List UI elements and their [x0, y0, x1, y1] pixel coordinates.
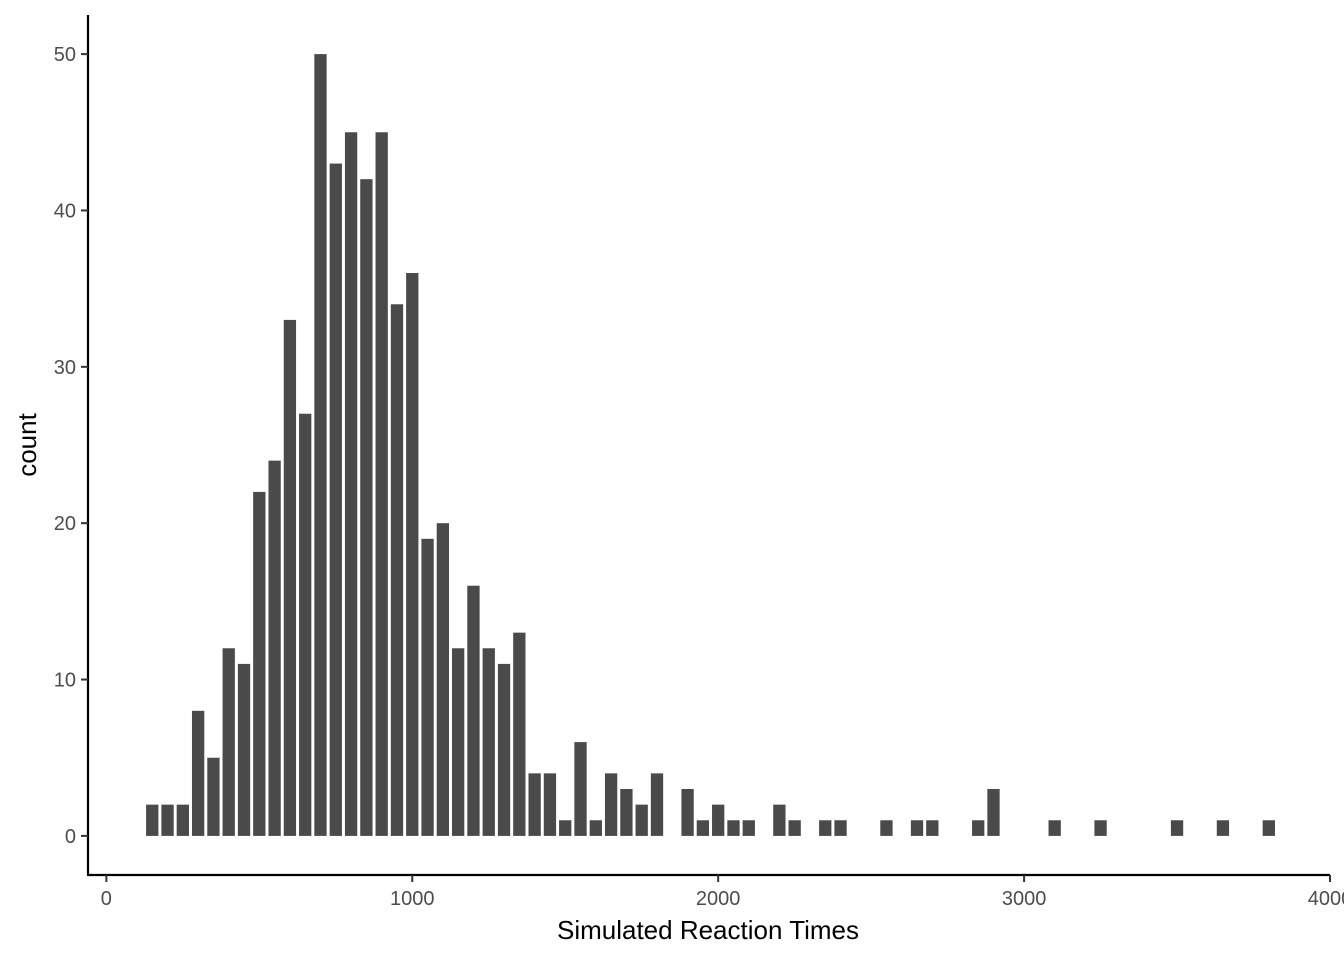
histogram-bar [299, 413, 312, 836]
histogram-bar [712, 804, 725, 836]
x-tick-label: 1000 [390, 888, 435, 910]
y-axis-ticks: 0 10 20 30 40 50 [54, 44, 88, 848]
histogram-bar [390, 304, 404, 836]
histogram-bar [237, 663, 251, 836]
histogram-bar [589, 820, 602, 836]
histogram-bar [574, 742, 587, 836]
histogram-bar [987, 789, 1000, 836]
y-tick-label: 0 [65, 826, 76, 848]
histogram-bar [742, 820, 755, 836]
histogram-bar [696, 820, 710, 836]
histogram-bar [727, 820, 740, 836]
histogram-bar [360, 179, 373, 836]
histogram-bar [421, 538, 434, 836]
x-tick-label: 0 [101, 888, 112, 910]
x-axis-title: Simulated Reaction Times [557, 915, 859, 945]
histogram-bar [1216, 820, 1230, 836]
histogram-bar [604, 773, 618, 836]
histogram-bar [650, 773, 664, 836]
y-axis-title: count [12, 412, 42, 476]
histogram-bar [329, 163, 342, 836]
y-tick-label: 30 [54, 357, 76, 379]
histogram-bar [482, 648, 495, 836]
y-tick-label: 50 [54, 44, 76, 66]
histogram-bar [176, 804, 189, 836]
histogram-bar [528, 773, 541, 836]
y-tick-label: 10 [54, 670, 76, 692]
histogram-bar [620, 789, 633, 836]
histogram-bar [222, 648, 235, 836]
histogram-bar [513, 632, 526, 836]
histogram-bar [283, 319, 297, 836]
histogram-bar [972, 820, 985, 836]
histogram-bar [880, 820, 893, 836]
histogram-bar [161, 804, 174, 836]
histogram-bar [559, 820, 572, 836]
histogram-bar [773, 804, 786, 836]
histogram-bars [146, 54, 1275, 836]
histogram-bar [344, 132, 358, 836]
histogram-bar [467, 585, 480, 836]
histogram-bar [543, 773, 557, 836]
histogram-bar [819, 820, 832, 836]
histogram-bar [207, 757, 220, 836]
histogram-bar [635, 804, 648, 836]
x-tick-label: 4000 [1308, 888, 1344, 910]
histogram-bar [497, 663, 511, 836]
histogram-bar [1094, 820, 1107, 836]
x-axis-ticks: 0 1000 2000 3000 4000 [101, 875, 1344, 910]
histogram-bar [788, 820, 801, 836]
histogram-bar [926, 820, 939, 836]
x-tick-label: 2000 [696, 888, 741, 910]
histogram-bar [191, 710, 205, 836]
histogram-bar [452, 648, 465, 836]
histogram-bar [910, 820, 924, 836]
histogram-bar [681, 789, 694, 836]
histogram-bar [1048, 820, 1061, 836]
y-tick-label: 40 [54, 200, 76, 222]
histogram-bar [253, 491, 266, 836]
histogram-bar [1170, 820, 1184, 836]
histogram-bar [268, 460, 281, 836]
histogram-bar [436, 523, 450, 836]
histogram-bar [406, 273, 419, 836]
histogram-bar [314, 54, 327, 836]
histogram-bar [1262, 820, 1275, 836]
x-tick-label: 3000 [1002, 888, 1047, 910]
histogram-bar [834, 820, 847, 836]
histogram-bar [146, 804, 159, 836]
y-tick-label: 20 [54, 513, 76, 535]
histogram-bar [375, 132, 388, 836]
